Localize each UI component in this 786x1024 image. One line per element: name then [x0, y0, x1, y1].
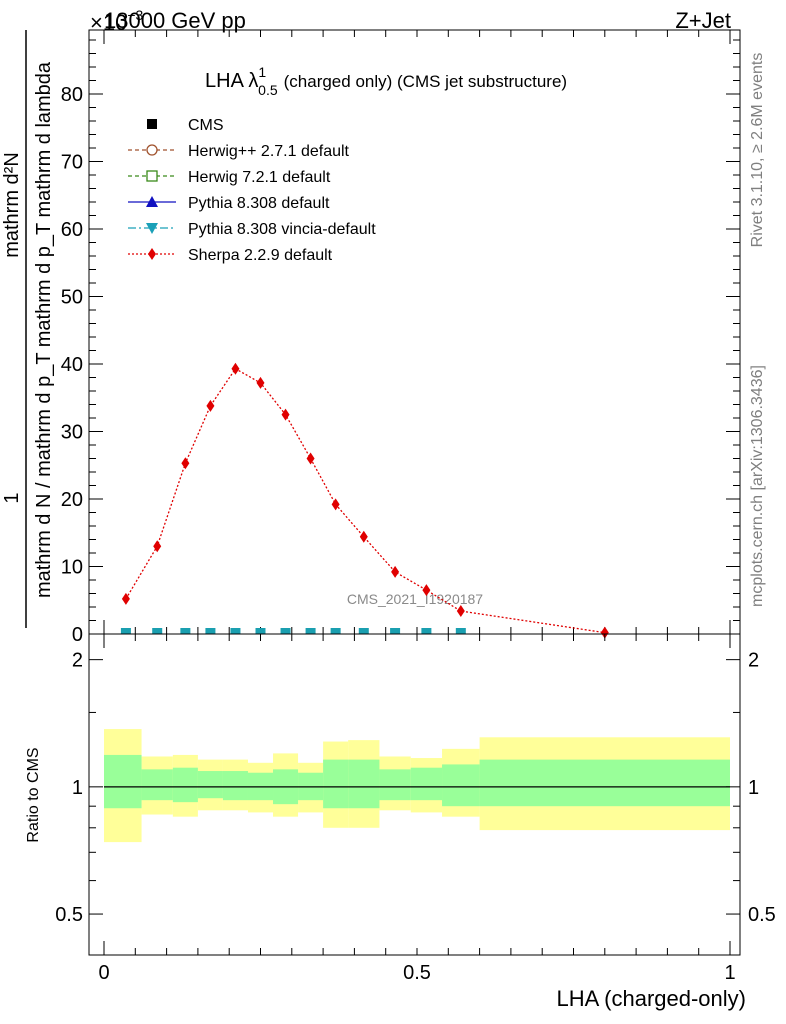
- y-tick-label: 10: [61, 557, 83, 579]
- y-tick-label: 30: [61, 422, 83, 444]
- ylabel-denominator: mathrm d N / mathrm d p_T mathrm d p_T m…: [33, 61, 55, 598]
- legend-entry: Pythia 8.308 vincia-default: [128, 221, 376, 238]
- y-tick-label: 20: [61, 489, 83, 511]
- ratio-y-tick-label: 1: [72, 777, 83, 799]
- ratio-band-inner: [197, 771, 223, 799]
- lower-frame: [88, 633, 741, 956]
- legend-marker: [147, 119, 157, 129]
- upper-frame: [88, 29, 741, 635]
- legend-entry: CMS: [147, 117, 224, 134]
- sherpa-point: [306, 452, 315, 465]
- axis-exponent-label: ×10−3: [90, 7, 144, 35]
- y-axis-label-upper: 1 mathrm d²N mathrm d N / mathrm d p_T m…: [1, 30, 55, 628]
- legend-entry: Herwig 7.2.1 default: [128, 169, 331, 186]
- cms-point: [120, 628, 131, 634]
- cms-point: [330, 628, 341, 634]
- x-tick-label: 1: [724, 962, 735, 984]
- cms-point: [455, 628, 466, 634]
- sherpa-point: [422, 584, 431, 597]
- sherpa-point: [281, 408, 290, 421]
- legend-entry: Herwig++ 2.7.1 default: [128, 143, 350, 160]
- x-tick-label: 0: [98, 962, 109, 984]
- mcplots-source-text: mcplots.cern.ch [arXiv:1306.3436]: [749, 365, 766, 607]
- y-tick-label: 50: [61, 287, 83, 309]
- ratio-band-inner: [141, 769, 173, 801]
- legend-marker: [148, 248, 156, 260]
- ratio-y-label: Ratio to CMS: [25, 747, 42, 842]
- legend-label: Herwig 7.2.1 default: [188, 169, 331, 186]
- header-left: 13000 GeV pp: [104, 8, 246, 33]
- ratio-band-inner: [479, 759, 730, 807]
- cms-point: [358, 628, 369, 634]
- y-tick-label: 70: [61, 152, 83, 174]
- ratio-band-inner: [172, 767, 198, 803]
- header-right: Z+Jet: [675, 8, 731, 33]
- sherpa-point: [331, 498, 340, 511]
- cms-point: [390, 628, 401, 634]
- cms-point: [421, 628, 432, 634]
- ratio-band-inner: [222, 771, 248, 801]
- legend-label: Pythia 8.308 vincia-default: [188, 221, 376, 238]
- cms-point: [305, 628, 316, 634]
- cms-point: [280, 628, 291, 634]
- sherpa-point: [256, 376, 265, 389]
- legend-marker: [146, 196, 158, 207]
- legend-entry: Sherpa 2.2.9 default: [128, 247, 333, 264]
- sherpa-point: [231, 362, 240, 375]
- legend-label: Herwig++ 2.7.1 default: [188, 143, 350, 160]
- legend-entry: Pythia 8.308 default: [128, 195, 330, 212]
- sherpa-line: [125, 367, 605, 634]
- legend-label: Sherpa 2.2.9 default: [188, 247, 333, 264]
- y-tick-label: 40: [61, 354, 83, 376]
- sherpa-point: [121, 592, 130, 605]
- sherpa-point: [391, 565, 400, 578]
- title-sup: 1: [258, 64, 266, 80]
- sherpa-point: [456, 605, 465, 618]
- y-tick-label: 60: [61, 219, 83, 241]
- ratio-band-inner: [410, 767, 443, 801]
- legend-label: CMS: [188, 117, 224, 134]
- ratio-band-inner: [323, 759, 349, 809]
- ratio-band-inner: [379, 769, 411, 801]
- legend-label: Pythia 8.308 default: [188, 195, 330, 212]
- ylabel-numerator: 1: [1, 492, 23, 503]
- analysis-watermark: CMS_2021_I1920187: [347, 591, 483, 607]
- cms-point: [180, 628, 191, 634]
- sherpa-point: [359, 530, 368, 543]
- title-sub: 0.5: [258, 82, 278, 98]
- sherpa-point: [153, 540, 162, 553]
- legend-marker: [146, 223, 158, 234]
- ratio-y-tick-label-right: 1: [748, 777, 759, 799]
- sherpa-point: [600, 626, 609, 639]
- title-rest: (charged only) (CMS jet substructure): [284, 72, 567, 91]
- cms-point: [230, 628, 241, 634]
- ratio-y-tick-label-right: 2: [748, 650, 759, 672]
- cms-point: [205, 628, 216, 634]
- ratio-y-tick-label: 2: [72, 650, 83, 672]
- ratio-band-inner: [104, 754, 142, 809]
- y-tick-label: 80: [61, 84, 83, 106]
- axis-exponent-sup: −3: [127, 7, 143, 23]
- upper-plot-area: 0 10 20 30 40 50 60 70 80: [61, 29, 741, 646]
- ylabel-upper: mathrm d²N: [1, 152, 23, 258]
- y-tick-label: 0: [72, 624, 83, 646]
- ratio-band-inner: [348, 759, 380, 809]
- ratio-band-inner: [442, 764, 480, 807]
- x-tick-label: 0.5: [403, 962, 431, 984]
- chart-title: LHA λ1 0.5 (charged only) (CMS jet substru…: [205, 64, 567, 98]
- cms-point: [152, 628, 163, 634]
- ratio-y-tick-label-right: 0.5: [748, 904, 776, 926]
- cms-point: [255, 628, 266, 634]
- lower-plot-area: 0.5 0.5 1 1 2 2 0 0.5 1: [55, 633, 776, 984]
- legend-marker: [146, 170, 158, 182]
- rivet-version-text: Rivet 3.1.10, ≥ 2.6M events: [749, 53, 766, 248]
- legend-marker: [146, 144, 158, 156]
- sherpa-point: [181, 457, 190, 470]
- x-axis-label: LHA (charged-only): [556, 986, 746, 1011]
- ratio-y-tick-label: 0.5: [55, 904, 83, 926]
- sherpa-point: [206, 399, 215, 412]
- legend: CMS Herwig++ 2.7.1 default Herwig 7.2.1 de…: [128, 117, 376, 264]
